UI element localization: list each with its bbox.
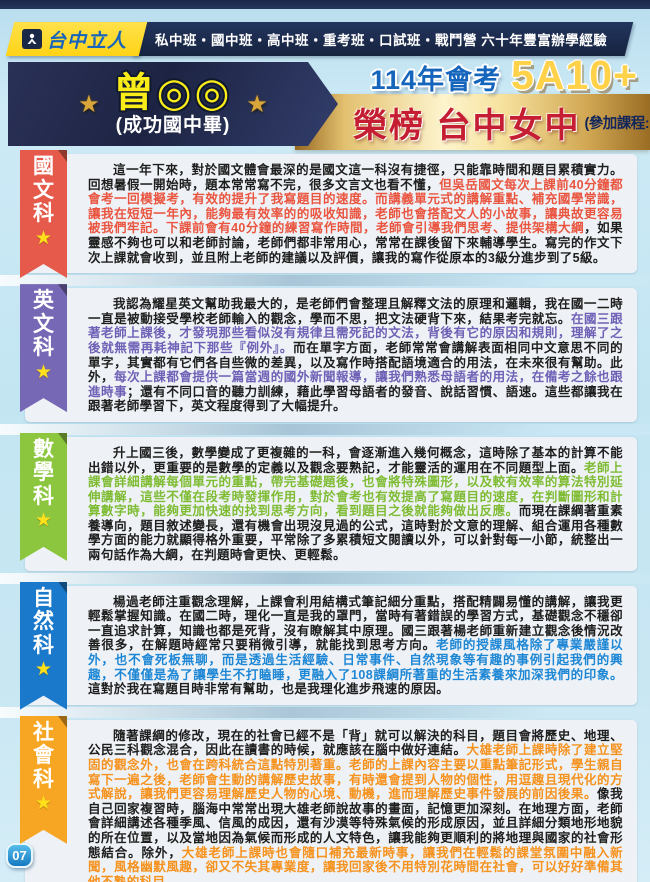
subject-section: 自然科 ★ 楊過老師注重觀念理解，上課會利用結構式筆記細分重點，搭配精闢易懂的講… (0, 586, 650, 718)
body-text: ；還有不同口音的聽力訓練，藉此學習母語者的發音、說話習慣、語速。這些都讓我在跟著… (88, 384, 624, 414)
star-icon: ★ (246, 90, 268, 118)
testimonial-paragraph: 楊過老師注重觀念理解，上課會利用結構式筆記細分重點，搭配精闢易懂的講解，讓我更輕… (88, 595, 623, 697)
star-icon: ★ (34, 510, 53, 532)
student-name: 曾◎◎ (113, 71, 233, 116)
subject-section: 國文科 ★ 這一年下來，對於國文體會最深的是國文這一科沒有捷徑，只能靠時間和題目… (0, 154, 650, 287)
highlighted-text: 大雄老師上課時也會隨口補充最新時事，讓我們在輕鬆的課堂氛圍中融入新聞，風格幽默風… (88, 845, 623, 882)
subject-section: 英文科 ★ 我認為耀星英文幫助我最大的，是老師們會整理且解釋文法的原理和邏輯，我… (0, 288, 650, 435)
subject-ribbon: 社會科 ★ (20, 716, 67, 844)
subject-label: 國文科 (33, 155, 54, 226)
result-school-text: 榮榜 台中女中 (353, 106, 581, 145)
subject-section: 數學科 ★ 升上國三後，數學變成了更複雜的一科，會逐漸進入幾何概念，這時除了基本… (0, 437, 650, 584)
subject-label: 社會科 (33, 721, 54, 792)
exam-year-text: 114年會考 (370, 65, 502, 95)
student-name-banner: ★ 曾◎◎ (成功國中畢) ★ (8, 62, 338, 146)
subject-char: 科 (33, 336, 54, 360)
exam-score-text: 5A10+ (511, 52, 638, 98)
subject-label: 自然科 (33, 587, 54, 658)
gold-result-ribbon: 榮榜 台中女中 (參加課程:國英數社自) (295, 94, 650, 150)
subject-char: 社 (33, 720, 54, 744)
testimonial-paragraph: 我認為耀星英文幫助我最大的，是老師們會整理且解釋文法的原理和邏輯，我在國一二時一… (88, 297, 623, 414)
body-text: 這一年下來，對於國文體會最深的是國文這一科沒有捷徑，只能靠時間和題目累積實力。回… (88, 163, 623, 192)
star-icon: ★ (34, 361, 53, 383)
body-text: ，如果靈感不夠也可以和老師討論，老師們都非常用心，常常在課後留下來輔導學生。寫完… (88, 221, 623, 265)
programs-ribbon: 私中班・國中班・高中班・重考班・口試班・戰鬥營 六十年豐富辦學經驗 (130, 22, 634, 56)
body-text: 像我自己回家複習時，腦海中常常出現大雄老師說故事的畫面，記憶更加深刻。在地理方面… (88, 787, 623, 860)
subject-char: 科 (33, 202, 54, 226)
subject-label: 數學科 (33, 438, 54, 509)
subject-ribbon: 國文科 ★ (20, 150, 67, 278)
subject-char: 國 (33, 155, 54, 178)
liren-logo-icon (22, 29, 42, 49)
highlighted-text: 大雄老師上課時除了建立堅固的觀念外，也會在跨科統合這點特別著重。老師的上課內容主… (88, 743, 623, 802)
star-icon: ★ (34, 227, 53, 249)
subject-section: 社會科 ★ 隨著課綱的修改，現在的社會已經不是「背」就可以解決的科目，題目會將歷… (25, 720, 637, 882)
highlighted-text: 在國三跟著老師上課後，才發現那些看似沒有規律且需死記的文法，背後有它的原因和規則… (88, 311, 623, 355)
star-icon: ★ (34, 659, 53, 681)
subject-char: 科 (33, 484, 54, 508)
body-text: 這對於我在寫題目時非常有幫助，也是我理化進步飛速的原因。 (88, 682, 450, 697)
student-name-block: 曾◎◎ (成功國中畢) (114, 72, 233, 136)
subject-char: 英 (33, 289, 54, 313)
brand-name: 台中立人 (47, 30, 128, 52)
body-text: 楊過老師注重觀念理解，上課會利用結構式筆記細分重點，搭配精闢易懂的講解，讓我更輕… (88, 594, 623, 653)
subject-label: 英文科 (33, 289, 54, 360)
highlighted-text: 老師的授課風格除了專業嚴謹以外，也不會死板無聊，而是透過生活經驗、日常事件、自然… (88, 638, 623, 682)
exam-result-line: 114年會考 5A10+ (370, 52, 638, 99)
ribbon-fold (58, 150, 67, 162)
programs-text: 私中班・國中班・高中班・重考班・口試班・戰鬥營 六十年豐富辦學經驗 (155, 33, 608, 48)
courses-note: (參加課程:國英數社自) (584, 115, 650, 132)
body-text: 而現在課綱著重素養導向，題目敘述變長，還有機會出現沒見過的公式，這時對於文意的理… (88, 504, 624, 563)
ribbon-fold (58, 433, 67, 445)
subject-ribbon: 自然科 ★ (20, 582, 67, 710)
star-icon: ★ (34, 793, 53, 815)
header-banner: 榮榜 台中女中 (參加課程:國英數社自) 114年會考 5A10+ ★ 曾◎◎ … (0, 52, 650, 150)
body-text: 隨著課綱的修改，現在的社會已經不是「背」就可以解決的科目，題目會將歷史、地理、公… (88, 728, 623, 758)
ribbon-fold (58, 716, 67, 728)
body-text: 我認為耀星英文幫助我最大的，是老師們會整理且解釋文法的原理和邏輯，我在國一二時一… (88, 297, 623, 326)
sections: 國文科 ★ 這一年下來，對於國文體會最深的是國文這一科沒有捷徑，只能靠時間和題目… (0, 154, 650, 882)
star-icon: ★ (78, 90, 100, 118)
subject-char: 會 (33, 744, 54, 768)
subject-char: 然 (33, 610, 54, 634)
subject-char: 學 (33, 461, 54, 485)
top-navy-strip (0, 0, 650, 9)
student-school: (成功國中畢) (115, 115, 231, 137)
highlighted-text: 每次上課都會提供一篇當週的國外新聞報導，讓我們熟悉母語者的用法，在備考之餘也跟進… (88, 370, 623, 399)
highlighted-text: 但吳岳國文每次上課前40分鐘都會考一回模擬考，有效的提升了我寫題目的速度。而講義… (88, 177, 623, 236)
subject-char: 自 (33, 586, 54, 610)
subject-char: 文 (33, 312, 54, 336)
testimonial-paragraph: 升上國三後，數學變成了更複雜的一科，會逐漸進入幾何概念，這時除了基本的計算不能出… (88, 446, 623, 563)
brand-badge: 台中立人 (5, 22, 148, 56)
highlighted-text: 老師上課會詳細講解每個單元的重點，帶完基礎題後，也會將特殊圖形，以及較有效率的算… (88, 460, 624, 519)
page-number-badge: 07 (6, 843, 33, 868)
ribbon-fold (58, 284, 67, 296)
subject-char: 數 (33, 437, 54, 461)
testimonial-paragraph: 隨著課綱的修改，現在的社會已經不是「背」就可以解決的科目，題目會將歷史、地理、公… (88, 729, 623, 882)
brand-row: 台中立人 私中班・國中班・高中班・重考班・口試班・戰鬥營 六十年豐富辦學經驗 (5, 22, 634, 56)
subject-ribbon: 英文科 ★ (20, 284, 67, 412)
body-text: 升上國三後，數學變成了更複雜的一科，會逐漸進入幾何概念，這時除了基本的計算不能出… (88, 445, 623, 475)
ribbon-fold (58, 582, 67, 594)
subject-char: 科 (33, 767, 54, 791)
subject-char: 文 (33, 178, 54, 202)
testimonial-paragraph: 這一年下來，對於國文體會最深的是國文這一科沒有捷徑，只能靠時間和題目累積實力。回… (88, 163, 623, 265)
body-text: 而在單字方面，老師常常會講解表面相同中文意思不同的單字，其實都有它們各自些微的差… (88, 340, 623, 385)
subject-char: 科 (33, 633, 54, 657)
subject-ribbon: 數學科 ★ (20, 433, 67, 561)
